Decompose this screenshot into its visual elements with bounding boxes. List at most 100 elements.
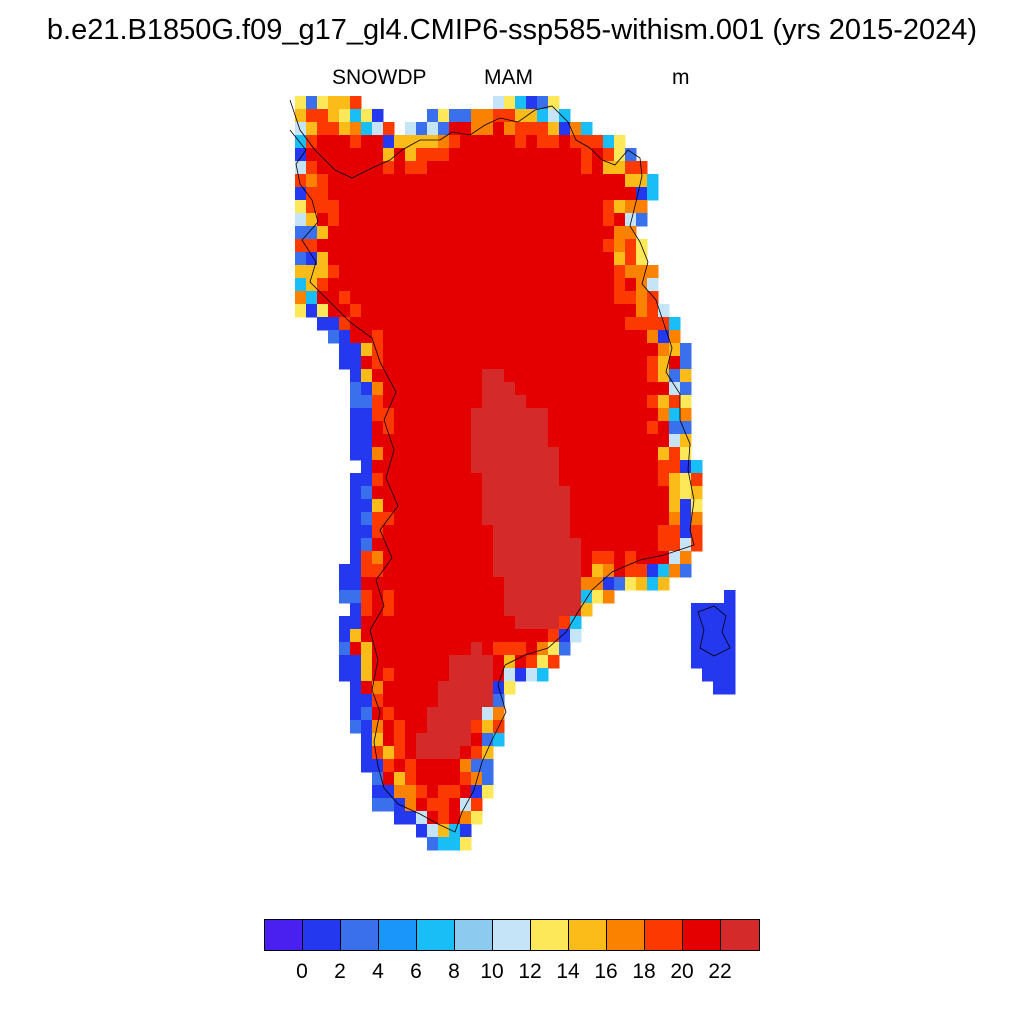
grid-cell bbox=[350, 512, 362, 526]
grid-cell bbox=[625, 538, 637, 552]
grid-cell bbox=[548, 252, 560, 266]
grid-cell bbox=[350, 213, 362, 227]
grid-cell bbox=[482, 252, 494, 266]
grid-cell bbox=[548, 265, 560, 279]
grid-cell bbox=[592, 447, 604, 461]
grid-cell bbox=[493, 278, 505, 292]
grid-cell bbox=[394, 174, 406, 188]
grid-cell bbox=[614, 304, 626, 318]
grid-cell bbox=[383, 200, 395, 214]
grid-cell bbox=[394, 447, 406, 461]
grid-cell bbox=[658, 486, 670, 500]
grid-cell bbox=[559, 161, 571, 175]
colorbar-swatch bbox=[265, 920, 303, 950]
grid-cell bbox=[361, 382, 373, 396]
grid-cell bbox=[460, 226, 472, 240]
grid-cell bbox=[350, 616, 362, 630]
grid-cell bbox=[647, 356, 659, 370]
grid-cell bbox=[581, 213, 593, 227]
grid-cell bbox=[372, 694, 384, 708]
grid-cell bbox=[460, 538, 472, 552]
grid-cell bbox=[526, 382, 538, 396]
grid-cell bbox=[691, 460, 703, 474]
grid-cell bbox=[416, 733, 428, 747]
grid-cell bbox=[361, 226, 373, 240]
grid-cell bbox=[460, 317, 472, 331]
grid-cell bbox=[394, 148, 406, 162]
grid-cell bbox=[405, 772, 417, 786]
grid-cell bbox=[449, 759, 461, 773]
grid-cell bbox=[361, 278, 373, 292]
grid-cell bbox=[515, 408, 527, 422]
grid-cell bbox=[383, 291, 395, 305]
grid-cell bbox=[548, 447, 560, 461]
grid-cell bbox=[482, 187, 494, 201]
grid-cell bbox=[559, 330, 571, 344]
grid-cell bbox=[438, 330, 450, 344]
grid-cell bbox=[427, 564, 439, 578]
grid-cell bbox=[724, 590, 736, 604]
grid-cell bbox=[361, 421, 373, 435]
grid-cell bbox=[427, 785, 439, 799]
grid-cell bbox=[482, 707, 494, 721]
grid-cell bbox=[559, 356, 571, 370]
grid-cell bbox=[570, 213, 582, 227]
grid-cell bbox=[702, 616, 714, 630]
grid-cell bbox=[515, 395, 527, 409]
grid-cell bbox=[493, 213, 505, 227]
grid-cell bbox=[581, 486, 593, 500]
grid-cell bbox=[603, 460, 615, 474]
grid-cell bbox=[449, 213, 461, 227]
grid-cell bbox=[614, 213, 626, 227]
grid-cell bbox=[449, 473, 461, 487]
grid-cell bbox=[317, 239, 329, 253]
grid-cell bbox=[669, 512, 681, 526]
grid-cell bbox=[471, 668, 483, 682]
grid-cell bbox=[592, 135, 604, 149]
grid-cell bbox=[449, 278, 461, 292]
grid-cell bbox=[427, 772, 439, 786]
grid-cell bbox=[460, 356, 472, 370]
grid-cell bbox=[460, 837, 472, 851]
grid-cell bbox=[405, 538, 417, 552]
grid-cell bbox=[383, 629, 395, 643]
grid-cell bbox=[361, 590, 373, 604]
grid-cell bbox=[537, 278, 549, 292]
grid-cell bbox=[493, 668, 505, 682]
grid-cell bbox=[317, 200, 329, 214]
grid-cell bbox=[471, 434, 483, 448]
grid-cell bbox=[438, 291, 450, 305]
grid-cell bbox=[713, 616, 725, 630]
grid-cell bbox=[471, 759, 483, 773]
grid-cell bbox=[570, 226, 582, 240]
grid-cell bbox=[515, 161, 527, 175]
grid-cell bbox=[317, 317, 329, 331]
grid-cell bbox=[680, 369, 692, 383]
grid-cell bbox=[328, 109, 340, 123]
grid-cell bbox=[350, 161, 362, 175]
grid-cell bbox=[383, 668, 395, 682]
grid-cell bbox=[416, 629, 428, 643]
grid-cell bbox=[537, 122, 549, 136]
grid-cell bbox=[350, 187, 362, 201]
grid-cell bbox=[438, 317, 450, 331]
grid-cell bbox=[603, 434, 615, 448]
grid-cell bbox=[438, 369, 450, 383]
grid-cell bbox=[350, 109, 362, 123]
grid-cell bbox=[625, 213, 637, 227]
grid-cell bbox=[394, 525, 406, 539]
grid-cell bbox=[295, 213, 307, 227]
grid-cell bbox=[394, 161, 406, 175]
grid-cell bbox=[625, 577, 637, 591]
grid-cell bbox=[482, 694, 494, 708]
grid-cell bbox=[559, 473, 571, 487]
grid-cell bbox=[515, 109, 527, 123]
grid-cell bbox=[361, 460, 373, 474]
grid-cell bbox=[493, 512, 505, 526]
grid-cell bbox=[350, 343, 362, 357]
grid-cell bbox=[548, 213, 560, 227]
grid-cell bbox=[625, 382, 637, 396]
grid-cell bbox=[317, 122, 329, 136]
grid-cell bbox=[669, 499, 681, 513]
grid-cell bbox=[383, 486, 395, 500]
